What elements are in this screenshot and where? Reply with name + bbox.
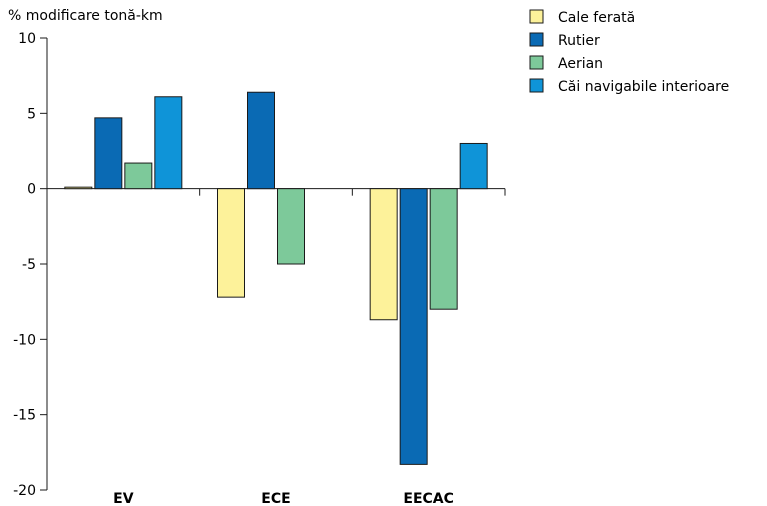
category-label: EECAC (403, 491, 454, 506)
y-tick-label: -5 (22, 257, 36, 273)
bar (247, 91, 275, 190)
legend-swatch (529, 32, 544, 47)
bar (277, 188, 305, 265)
bar (64, 186, 93, 190)
category-label: EV (113, 491, 134, 506)
bar (459, 142, 488, 190)
y-tick-label: 0 (27, 182, 36, 198)
legend-label: Rutier (558, 33, 600, 49)
y-tick-label: -10 (13, 332, 36, 348)
y-tick-label: 10 (18, 31, 36, 47)
bar (154, 96, 183, 190)
y-tick-label: -15 (13, 408, 36, 424)
bar (369, 188, 398, 321)
bars (64, 91, 488, 465)
y-tick-label: -20 (13, 483, 36, 499)
category-label: ECE (261, 491, 290, 506)
legend: Cale ferată Rutier Aerian Căi navigabile in… (529, 9, 729, 95)
bar (399, 188, 428, 465)
bar (429, 188, 458, 310)
axes: 10 5 0 -5 -10 -15 -20 (13, 31, 506, 499)
bar (217, 188, 245, 298)
legend-swatch (529, 9, 544, 24)
legend-label: Căi navigabile interioare (558, 79, 729, 95)
bar (94, 117, 123, 190)
y-axis-label: % modificare tonă-km (8, 8, 163, 24)
category-labels: EV ECE EECAC (113, 491, 454, 506)
bar (124, 162, 153, 190)
y-tick-label: 5 (27, 106, 36, 122)
legend-swatch (529, 55, 544, 70)
legend-swatch (529, 78, 544, 93)
legend-label: Cale ferată (558, 10, 635, 26)
legend-label: Aerian (558, 56, 603, 72)
